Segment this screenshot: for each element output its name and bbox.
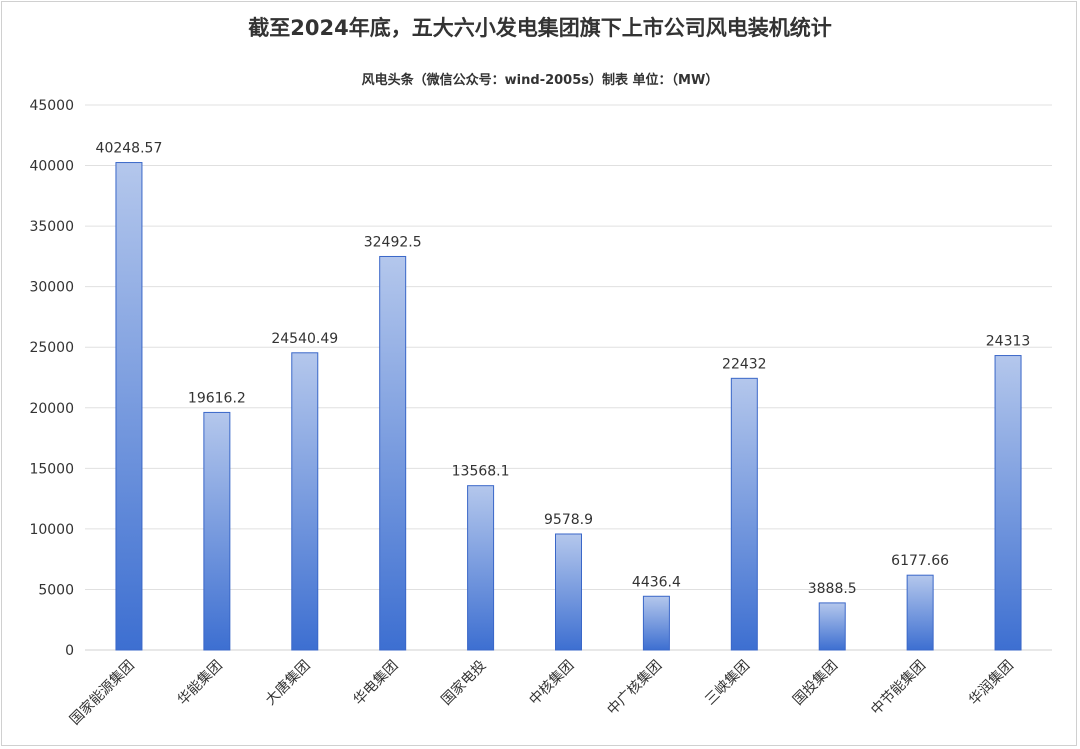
y-tick-label: 10000 [29, 522, 74, 538]
bar [906, 574, 934, 651]
y-tick-label: 5000 [38, 582, 74, 598]
y-tick-label: 30000 [29, 280, 74, 296]
bar [379, 255, 407, 651]
data-label: 40248.57 [96, 141, 163, 157]
y-tick-label: 20000 [29, 401, 74, 417]
x-tick-label: 华润集团 [965, 657, 1017, 709]
x-tick-label: 国家电投 [438, 657, 490, 709]
x-tick-label: 三峡集团 [702, 657, 754, 709]
data-label: 6177.66 [891, 553, 949, 569]
bar [818, 602, 846, 651]
bar [642, 595, 670, 651]
data-label: 4436.4 [632, 574, 681, 590]
data-label: 24540.49 [271, 331, 338, 347]
data-label: 9578.9 [544, 512, 593, 528]
bar [730, 377, 758, 651]
x-tick-label: 中节能集团 [867, 657, 929, 719]
y-tick-label: 0 [65, 643, 74, 659]
y-tick-label: 15000 [29, 461, 74, 477]
chart-title: 截至2024年底，五大六小发电集团旗下上市公司风电装机统计 [248, 16, 832, 40]
bar [203, 411, 231, 651]
data-label: 22432 [722, 356, 767, 372]
bar [467, 485, 495, 651]
bar [115, 162, 143, 651]
x-tick-label: 大唐集团 [262, 657, 314, 709]
bar [291, 352, 319, 651]
y-tick-label: 35000 [29, 219, 74, 235]
x-tick-label: 中核集团 [526, 657, 578, 709]
y-tick-label: 25000 [29, 340, 74, 356]
x-tick-label: 华能集团 [174, 657, 226, 709]
data-label: 24313 [986, 334, 1031, 350]
x-tick-label: 中广核集团 [604, 657, 666, 719]
x-tick-label: 国家能源集团 [66, 657, 137, 728]
x-tick-label: 华电集团 [350, 657, 402, 709]
y-tick-label: 45000 [29, 98, 74, 114]
bar [994, 355, 1022, 651]
x-tick-label: 国投集团 [789, 657, 841, 709]
y-tick-label: 40000 [29, 159, 74, 175]
data-label: 13568.1 [452, 464, 510, 480]
data-label: 32492.5 [364, 234, 422, 250]
chart-subtitle: 风电头条（微信公众号：wind-2005s）制表 单位：（MW） [361, 73, 719, 88]
data-label: 19616.2 [188, 390, 246, 406]
data-label: 3888.5 [808, 581, 857, 597]
bar [555, 533, 582, 651]
